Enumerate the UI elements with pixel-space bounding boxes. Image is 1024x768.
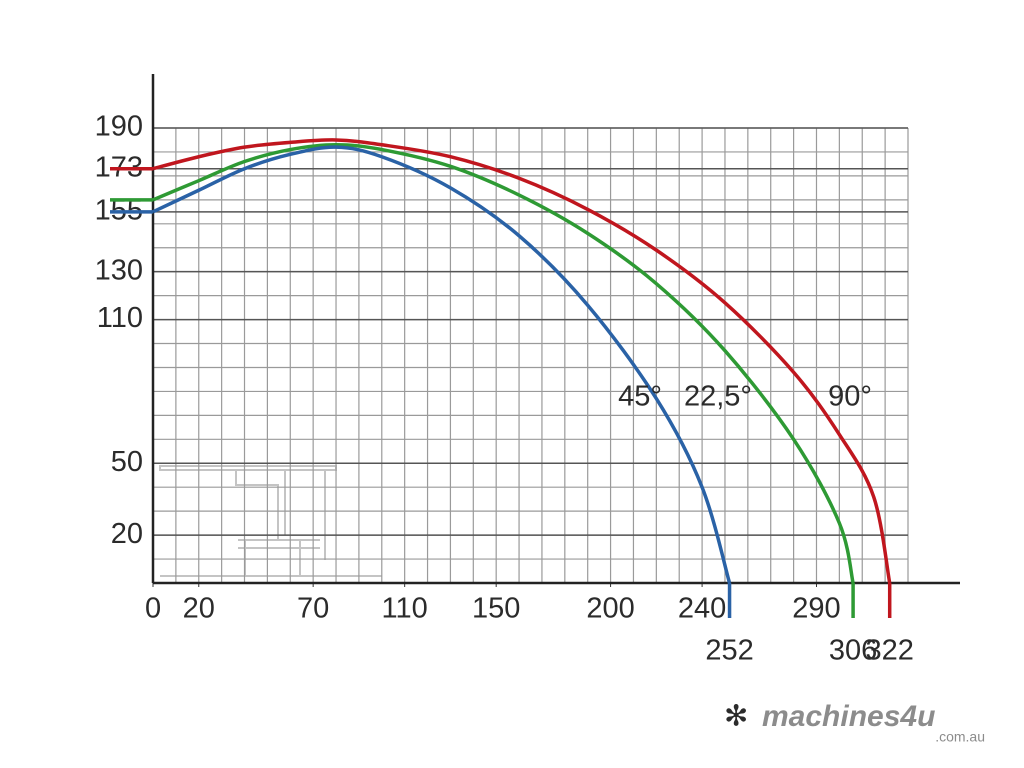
series-label: 22,5° [684, 381, 752, 413]
y-tick-label: 130 [95, 254, 143, 286]
watermark-domain: .com.au [935, 729, 985, 745]
series-line [152, 143, 855, 584]
y-tick-label: 20 [111, 518, 143, 550]
series-label: 45° [618, 381, 662, 413]
watermark-icon: ✻ [724, 701, 748, 733]
watermark-brand: machines4u [762, 700, 935, 733]
x-tick-label: 20 [183, 593, 215, 625]
x-tick-label: 110 [382, 593, 428, 625]
x-tick-label: 70 [297, 593, 329, 625]
x-tick-label: 0 [145, 593, 161, 625]
end-label: 252 [705, 635, 753, 667]
y-tick-label: 190 [95, 111, 143, 143]
end-label: 322 [866, 635, 914, 667]
x-tick-label: 240 [678, 593, 726, 625]
series-line [152, 138, 892, 584]
end-label: 306 [829, 635, 877, 667]
y-tick-label: 50 [111, 446, 143, 478]
x-tick-label: 200 [586, 593, 634, 625]
y-tick-label: 110 [97, 302, 143, 334]
series-label: 90° [828, 381, 872, 413]
watermark: ✻ machines4u .com.au [724, 700, 985, 745]
x-tick-label: 290 [792, 593, 840, 625]
series-line [152, 145, 732, 584]
x-tick-label: 150 [472, 593, 520, 625]
